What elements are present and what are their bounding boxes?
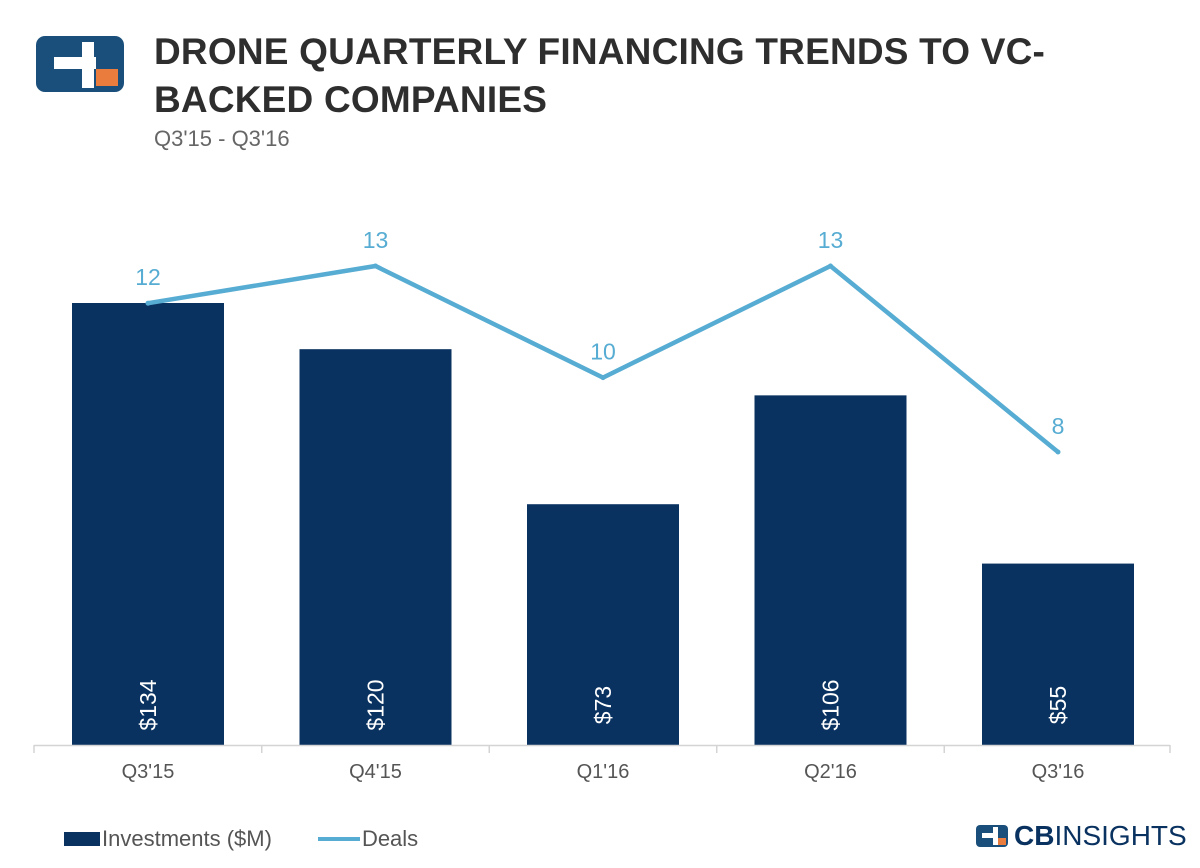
x-tick-label-1: Q4'15	[349, 761, 402, 783]
x-tick-label-0: Q3'15	[122, 761, 175, 783]
chart-subtitle: Q3'15 - Q3'16	[154, 126, 290, 151]
bar-value-label-1: $120	[363, 679, 389, 730]
bar-4	[982, 563, 1134, 745]
bar-value-label-3: $106	[818, 679, 844, 730]
footer-brand-rest: INSIGHTS	[1054, 820, 1187, 851]
x-tick-label-3: Q2'16	[804, 761, 857, 783]
deals-label-4: 8	[1052, 413, 1065, 439]
bars-layer: $134 $120 $73 $106 $55	[72, 303, 1134, 745]
legend-deals-label: Deals	[361, 826, 419, 851]
deals-label-2: 10	[590, 339, 616, 365]
deals-line-layer: 12 13 10 13 8	[135, 227, 1064, 455]
deals-point-1	[373, 263, 378, 269]
deals-label-1: 13	[363, 227, 389, 253]
deals-point-3	[828, 263, 833, 269]
bar-0	[72, 303, 224, 745]
x-axis: Q3'15 Q4'15 Q1'16 Q2'16 Q3'16	[33, 744, 1171, 783]
x-tick-label-4: Q3'16	[1032, 761, 1085, 783]
footer-brand-bold: CB	[1014, 820, 1055, 851]
bar-1	[299, 349, 452, 745]
legend-deals: Deals	[317, 826, 419, 852]
bar-value-label-4: $55	[1045, 686, 1071, 724]
legend-investments: Investments ($M)	[64, 826, 272, 852]
legend: Investments ($M) Deals	[64, 824, 464, 854]
cb-insights-footer-logo: CBINSIGHTS	[976, 818, 1187, 854]
deals-point-2	[600, 375, 606, 381]
deals-point-4	[1055, 449, 1061, 455]
legend-bar-swatch	[64, 832, 100, 846]
deals-label-3: 13	[818, 227, 844, 253]
bar-2	[527, 504, 679, 745]
chart-title: DRONE QUARTERLY FINANCING TRENDS TO VC-B…	[154, 31, 1046, 120]
deals-label-0: 12	[135, 264, 161, 290]
cb-insights-mark-icon	[976, 825, 1008, 847]
cb-insights-logo-icon	[36, 36, 124, 92]
bar-value-label-0: $134	[135, 679, 161, 730]
legend-line-swatch	[317, 837, 360, 841]
deals-point-0	[145, 300, 151, 306]
bar-3	[754, 395, 907, 745]
bar-value-label-2: $73	[590, 686, 616, 724]
x-tick-label-2: Q1'16	[577, 761, 630, 783]
legend-investments-label: Investments ($M)	[102, 826, 272, 851]
